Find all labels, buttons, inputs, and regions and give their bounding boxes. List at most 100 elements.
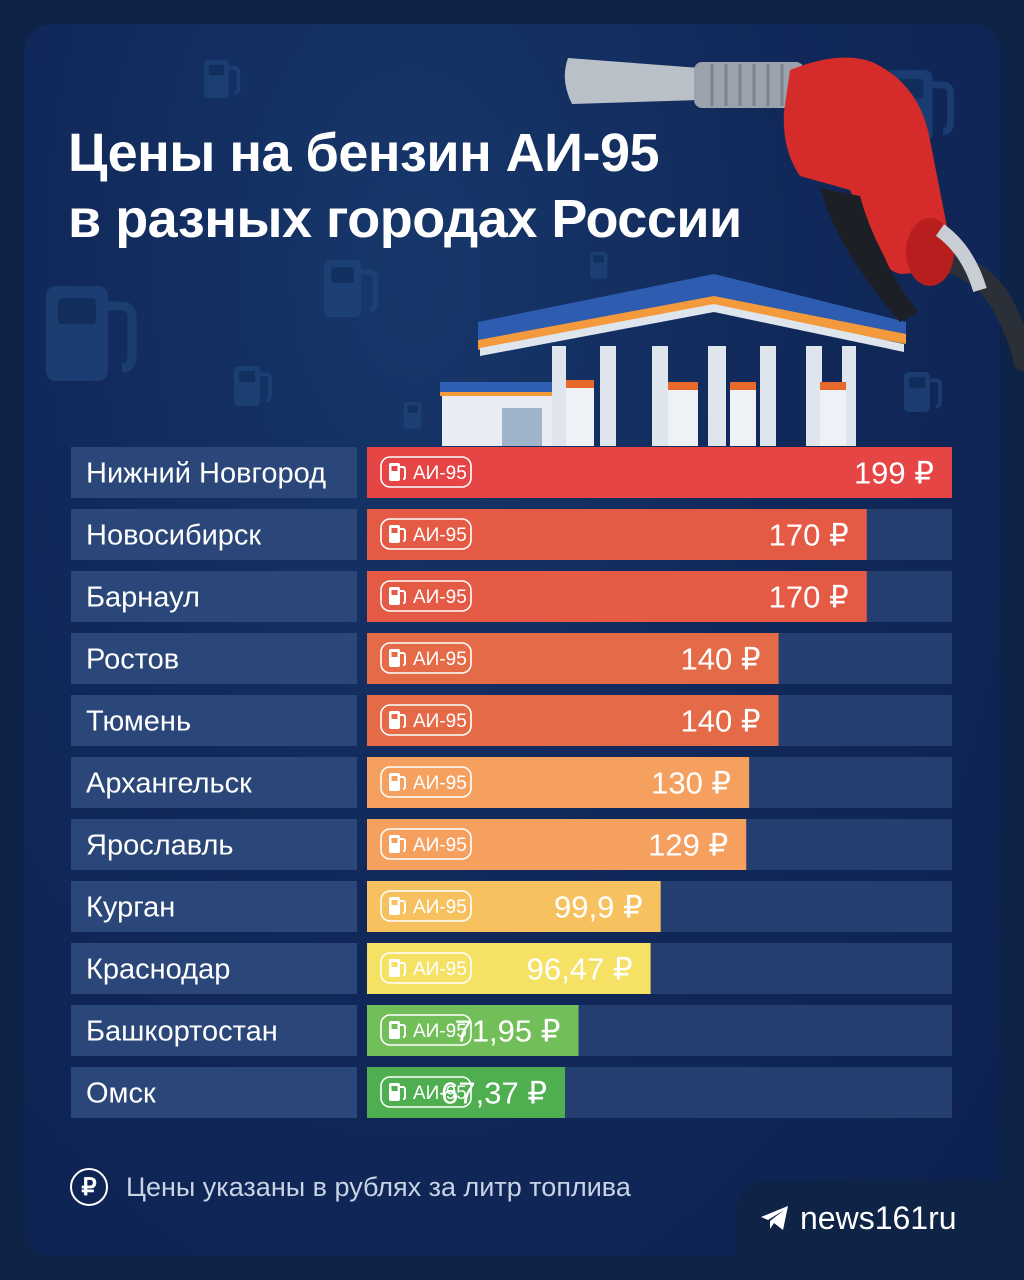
city-label: Барнаул <box>86 582 200 614</box>
fuel-badge-label: АИ-95 <box>413 1021 467 1042</box>
pump-body <box>389 525 400 543</box>
price-bar <box>367 1067 566 1118</box>
pump-body <box>389 587 400 605</box>
telegram-icon <box>761 1206 788 1230</box>
pump-window <box>391 714 398 719</box>
fuel-badge-label: АИ-95 <box>413 587 467 608</box>
price-bar <box>367 1005 579 1056</box>
chart-title: Цены на бензин АИ-95 в разных городах Ро… <box>68 120 742 252</box>
price-bar <box>367 819 747 870</box>
fuel-badge <box>380 890 472 922</box>
brand-tab <box>736 1180 1024 1280</box>
fuel-badge-label: АИ-95 <box>413 897 467 918</box>
city-label-bg <box>71 1005 357 1056</box>
price-bar <box>367 509 867 560</box>
city-label: Башкортостан <box>86 1016 278 1048</box>
pump-hose <box>400 900 406 914</box>
pump-hose <box>400 590 406 604</box>
pump-body <box>389 773 400 791</box>
city-label-bg <box>71 757 357 808</box>
pump-hose <box>400 528 406 542</box>
ruble-icon: ₽ <box>70 1168 108 1206</box>
fuel-badge-label: АИ-95 <box>413 773 467 794</box>
pump-window <box>391 528 398 533</box>
fuel-badge-label: АИ-95 <box>413 959 467 980</box>
city-label-bg <box>71 509 357 560</box>
city-label-bg <box>71 571 357 622</box>
price-value-label: 199 ₽ <box>854 456 934 491</box>
city-label: Архангельск <box>86 768 252 800</box>
chart-row: Новосибирск АИ-95 170 ₽ <box>71 509 952 560</box>
pump-body <box>389 711 400 729</box>
pump-body <box>389 897 400 915</box>
chart-row: Курган АИ-95 99,9 ₽ <box>71 881 952 932</box>
fuel-pump-icon <box>389 649 406 667</box>
footer-note-text: Цены указаны в рублях за литр топлива <box>126 1171 631 1202</box>
price-bar <box>367 571 867 622</box>
pump-body <box>389 1083 400 1101</box>
fuel-badge-label: АИ-95 <box>413 525 467 546</box>
price-bar <box>367 447 952 498</box>
pump-body <box>389 649 400 667</box>
pump-hose <box>400 1086 406 1100</box>
pump-body <box>389 463 400 481</box>
pump-hose <box>400 1024 406 1038</box>
chart-row: Краснодар АИ-95 96,47 ₽ <box>71 943 952 994</box>
fuel-badge <box>380 952 472 984</box>
pump-window <box>391 1024 398 1029</box>
fuel-pump-icon <box>389 525 406 543</box>
pump-window <box>391 776 398 781</box>
title-line-2: в разных городах России <box>68 189 742 249</box>
chart-row: Нижний Новгород АИ-95 199 ₽ <box>71 447 952 498</box>
chart-row: Архангельск АИ-95 130 ₽ <box>71 757 952 808</box>
pump-body <box>389 835 400 853</box>
fuel-pump-icon <box>389 959 406 977</box>
city-label-bg <box>71 633 357 684</box>
price-value-label: 130 ₽ <box>651 766 731 801</box>
fuel-badge <box>380 456 472 488</box>
fuel-badge <box>380 642 472 674</box>
price-value-label: 71,95 ₽ <box>455 1014 561 1049</box>
city-label: Омск <box>86 1078 156 1110</box>
fuel-pump-icon <box>389 711 406 729</box>
chart-row: Ростов АИ-95 140 ₽ <box>71 633 952 684</box>
fuel-badge-label: АИ-95 <box>413 649 467 670</box>
price-value-label: 140 ₽ <box>680 642 760 677</box>
pump-hose <box>400 776 406 790</box>
fuel-badge <box>380 704 472 736</box>
city-label: Краснодар <box>86 954 230 986</box>
price-bar <box>367 943 651 994</box>
pump-window <box>391 962 398 967</box>
fuel-badge-label: АИ-95 <box>413 1083 467 1104</box>
fuel-pump-icon <box>389 773 406 791</box>
fuel-badge <box>380 828 472 860</box>
pump-window <box>391 652 398 657</box>
city-label: Новосибирск <box>86 520 261 552</box>
fuel-badge <box>380 1076 472 1108</box>
fuel-badge-label: АИ-95 <box>413 463 467 484</box>
footer-note: ₽ Цены указаны в рублях за литр топлива <box>70 1164 631 1210</box>
pump-hose <box>400 652 406 666</box>
city-label-bg <box>71 881 357 932</box>
price-value-label: 67,37 ₽ <box>441 1076 547 1111</box>
fuel-badge-label: АИ-95 <box>413 835 467 856</box>
pump-hose <box>400 838 406 852</box>
city-label-bg <box>71 819 357 870</box>
pump-body <box>389 1021 400 1039</box>
chart-row: Барнаул АИ-95 170 ₽ <box>71 571 952 622</box>
fuel-badge <box>380 766 472 798</box>
pump-window <box>391 900 398 905</box>
brand-badge[interactable]: news161ru <box>760 1192 957 1244</box>
pump-window <box>391 590 398 595</box>
city-label-bg <box>71 1067 357 1118</box>
fuel-pump-icon <box>389 897 406 915</box>
price-bar <box>367 757 750 808</box>
fuel-pump-icon <box>389 835 406 853</box>
city-label: Ярославль <box>86 830 234 862</box>
pump-window <box>391 838 398 843</box>
fuel-badge <box>380 518 472 550</box>
pump-hose <box>400 466 406 480</box>
